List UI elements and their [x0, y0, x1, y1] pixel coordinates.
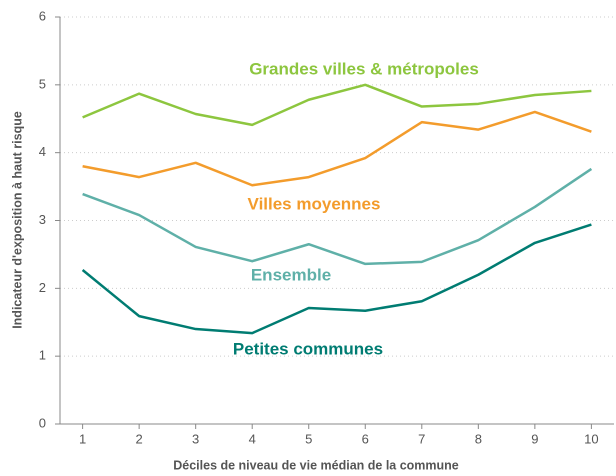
y-tick-label: 6	[39, 8, 46, 23]
y-tick-label: 0	[39, 415, 46, 430]
series-line	[82, 110, 592, 187]
x-tick-label: 1	[79, 431, 86, 446]
series-line	[82, 167, 593, 266]
series-label: Villes moyennes	[248, 194, 381, 213]
x-tick-label: 6	[362, 431, 369, 446]
y-tick-label: 4	[39, 144, 46, 159]
x-tick-label: 3	[192, 431, 199, 446]
x-tick-label: 4	[249, 431, 256, 446]
series-label: Petites communes	[233, 339, 383, 358]
x-tick-label: 5	[305, 431, 312, 446]
x-tick-label: 7	[418, 431, 425, 446]
x-tick-label: 2	[136, 431, 143, 446]
series-label: Ensemble	[251, 265, 331, 284]
y-tick-label: 3	[39, 212, 46, 227]
x-tick-label: 8	[475, 431, 482, 446]
y-axis-title: Indicateur d'exposition à haut risque	[10, 111, 24, 329]
x-tick-label: 9	[531, 431, 538, 446]
y-tick-label: 5	[39, 76, 46, 91]
series-line	[82, 83, 592, 127]
series-line	[81, 223, 592, 335]
series-label: Grandes villes & métropoles	[249, 59, 479, 78]
y-tick-label: 1	[39, 348, 46, 363]
y-tick-label: 2	[39, 280, 46, 295]
x-axis-title: Déciles de niveau de vie médian de la co…	[173, 458, 459, 472]
x-tick-label: 10	[584, 431, 598, 446]
